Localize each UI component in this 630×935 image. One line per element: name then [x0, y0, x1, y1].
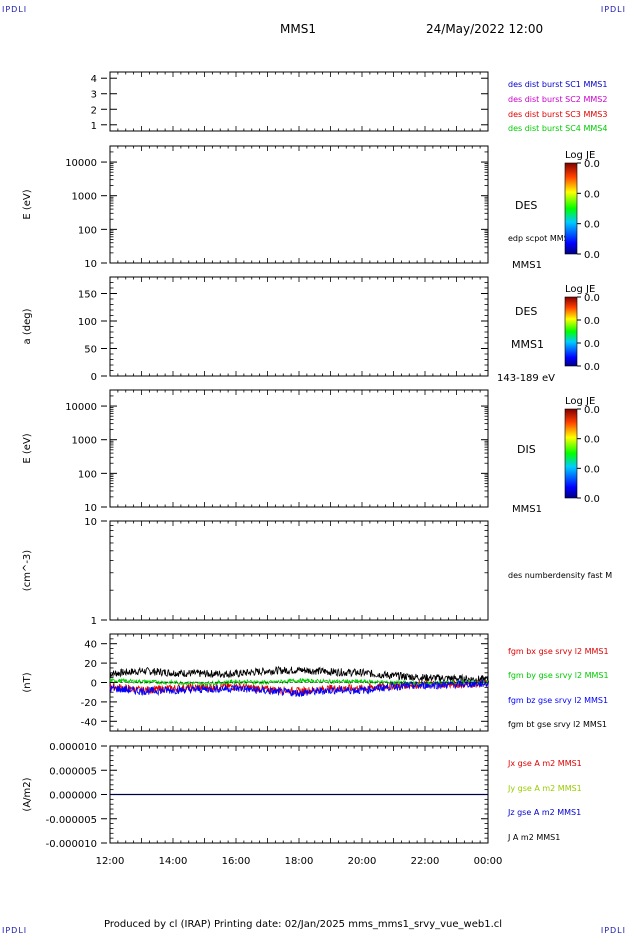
legend-sc3: des dist burst SC3 MMS3 [508, 110, 607, 119]
energy-range-label: 143-189 eV [497, 373, 555, 384]
spacecraft-title: MMS1 [280, 22, 316, 36]
colorbar-tick-label-1: 0.0 [584, 189, 600, 200]
legend-j2: Jz gse A m2 MMS1 [507, 808, 581, 817]
colorbar-tick-label-2: 0.0 [584, 316, 600, 327]
y-tick-label-6: -0.000005 [46, 815, 97, 826]
y-axis-label-4: (cm^-3) [22, 550, 33, 591]
y-tick-label-5: -40 [81, 717, 97, 728]
legend-sc2: des dist burst SC2 MMS2 [508, 95, 607, 104]
y-axis-label-3: E (eV) [22, 433, 33, 463]
y-tick-label-1: 10 [84, 259, 97, 270]
y-tick-label-5: 0 [91, 679, 97, 690]
mms1-label-pitch: MMS1 [511, 338, 544, 351]
y-axis-label-2: a (deg) [22, 308, 33, 344]
y-tick-label-1: 100 [78, 225, 97, 236]
legend-sc1: des dist burst SC1 MMS1 [508, 80, 607, 89]
corner-label-top-right: IPDLI [600, 5, 626, 14]
x-tick-label: 00:00 [474, 856, 503, 867]
y-tick-label-0: 2 [91, 105, 97, 116]
y-tick-label-2: 150 [78, 290, 97, 301]
y-tick-label-2: 50 [84, 345, 97, 356]
legend-b1: fgm by gse srvy l2 MMS1 [508, 671, 609, 680]
y-tick-label-2: 0 [91, 372, 97, 383]
corner-label-bottom-left: IPDLI [2, 926, 28, 935]
y-tick-label-4: 10 [84, 517, 97, 528]
panel-frame-2 [109, 276, 489, 377]
legend-j1: Jy gse A m2 MMS1 [507, 784, 582, 793]
des-label-pitch: DES [515, 305, 537, 318]
y-tick-label-5: -20 [81, 698, 97, 709]
colorbar-tick-label-1: 0.0 [584, 250, 600, 261]
colorbar-title-3: Log JE [565, 396, 595, 407]
x-tick-label: 22:00 [411, 856, 440, 867]
legend-b0: fgm bx gse srvy l2 MMS1 [508, 647, 609, 656]
y-tick-label-5: 40 [84, 640, 97, 651]
colorbar-tick-label-2: 0.0 [584, 362, 600, 373]
colorbar-tick-label-3: 0.0 [584, 405, 600, 416]
series-bt [109, 665, 489, 684]
colorbar-tick-label-1: 0.0 [584, 159, 600, 170]
legend-sc4: des dist burst SC4 MMS4 [508, 124, 607, 133]
colorbar-tick-label-2: 0.0 [584, 293, 600, 304]
colorbar-title-2: Log JE [565, 284, 595, 295]
datetime-title: 24/May/2022 12:00 [426, 22, 544, 36]
y-axis-label-6: (A/m2) [22, 777, 33, 811]
y-tick-label-4: 1 [91, 616, 97, 627]
legend-density: des numberdensity fast M [508, 571, 612, 580]
mms1-label: MMS1 [512, 260, 542, 271]
colorbar-title-1: Log JE [565, 150, 595, 161]
x-tick-label: 16:00 [222, 856, 251, 867]
des-label: DES [515, 199, 537, 212]
colorbar-1 [564, 162, 578, 255]
colorbar-2 [564, 296, 578, 367]
x-tick-label: 18:00 [285, 856, 314, 867]
panel-frame-3 [109, 389, 489, 508]
y-tick-label-2: 100 [78, 317, 97, 328]
y-axis-label-5: (nT) [22, 672, 33, 692]
y-tick-label-6: 0.000005 [49, 766, 97, 777]
y-tick-label-3: 100 [78, 469, 97, 480]
panel-frame-4 [109, 520, 489, 621]
colorbar-tick-label-3: 0.0 [584, 494, 600, 505]
x-tick-label: 12:00 [96, 856, 125, 867]
legend-b2: fgm bz gse srvy l2 MMS1 [508, 696, 608, 705]
y-tick-label-0: 1 [91, 121, 97, 132]
legend-j0: Jx gse A m2 MMS1 [507, 759, 582, 768]
series-bz [109, 679, 489, 698]
y-tick-label-5: 20 [84, 659, 97, 670]
mms1-label-dis: MMS1 [512, 504, 542, 515]
colorbar-tick-label-1: 0.0 [584, 220, 600, 231]
y-tick-label-0: 3 [91, 90, 97, 101]
footer-text: Produced by cl (IRAP) Printing date: 02/… [104, 919, 503, 930]
x-tick-label: 14:00 [159, 856, 188, 867]
scpot-label: edp scpot MMS1 [508, 234, 574, 243]
dis-label: DIS [517, 443, 536, 456]
x-tick-label: 20:00 [348, 856, 377, 867]
y-tick-label-1: 1000 [72, 192, 97, 203]
corner-label-top-left: IPDLI [2, 5, 28, 14]
colorbar-3 [564, 408, 578, 499]
legend-b3: fgm bt gse srvy l2 MMS1 [508, 720, 607, 729]
y-tick-label-0: 4 [91, 74, 97, 85]
y-tick-label-6: 0.000000 [49, 791, 97, 802]
legend-j3: J A m2 MMS1 [507, 833, 560, 842]
y-tick-label-3: 1000 [72, 436, 97, 447]
panel-frame-1 [109, 145, 489, 264]
colorbar-tick-label-2: 0.0 [584, 339, 600, 350]
colorbar-tick-label-3: 0.0 [584, 435, 600, 446]
y-tick-label-3: 10 [84, 503, 97, 514]
y-tick-label-6: 0.000010 [49, 742, 97, 753]
corner-label-bottom-right: IPDLI [600, 926, 626, 935]
y-axis-label-1: E (eV) [22, 189, 33, 219]
panel-frame-0 [109, 71, 489, 132]
y-tick-label-1: 10000 [65, 158, 97, 169]
colorbar-tick-label-3: 0.0 [584, 464, 600, 475]
y-tick-label-6: -0.000010 [46, 839, 97, 850]
y-tick-label-3: 10000 [65, 402, 97, 413]
